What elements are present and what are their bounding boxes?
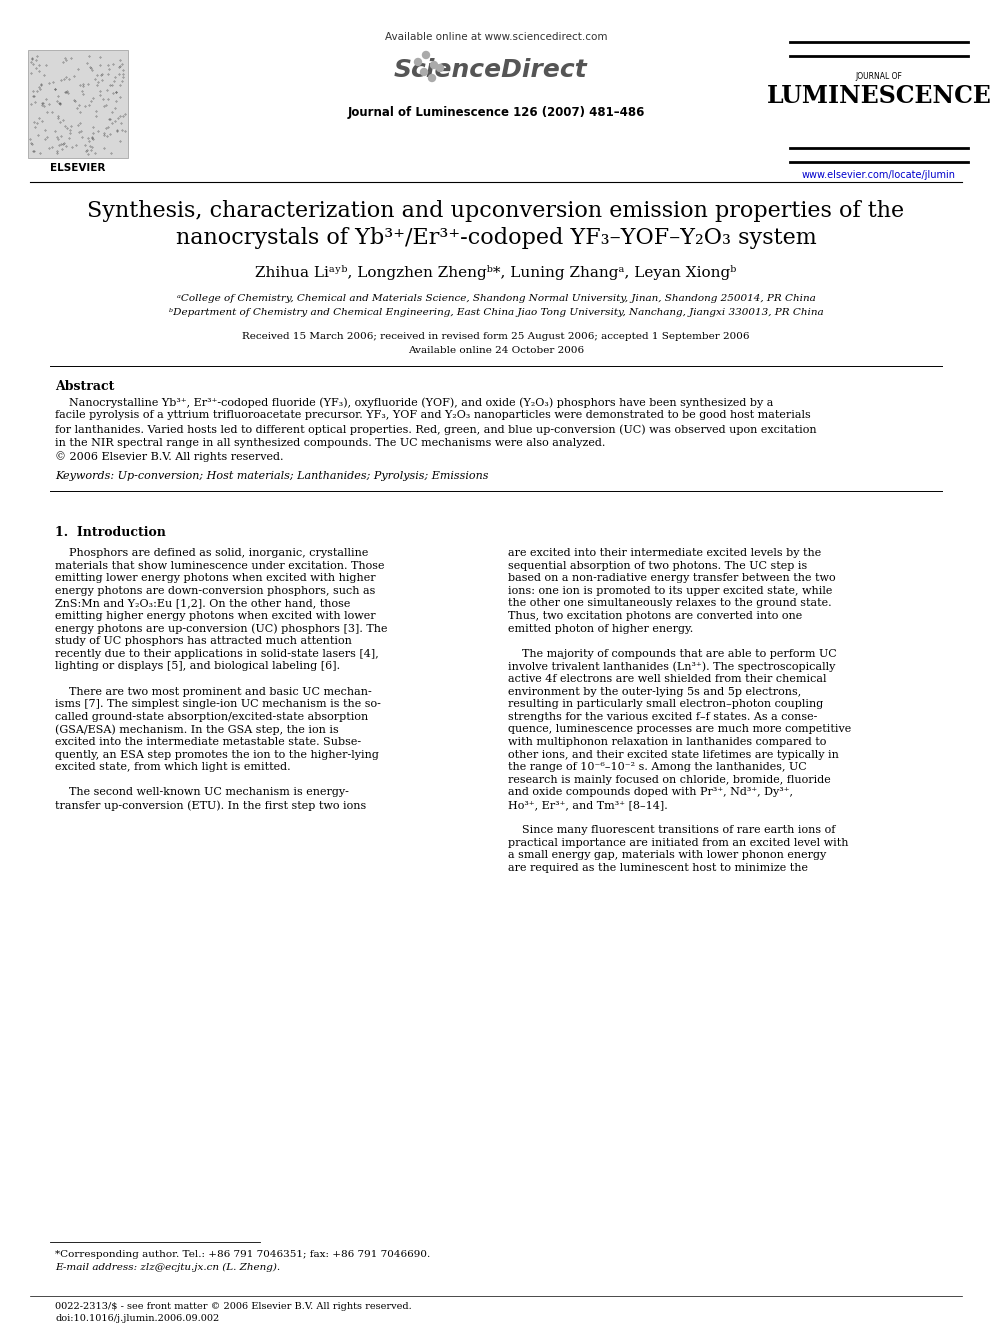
Text: active 4f electrons are well shielded from their chemical: active 4f electrons are well shielded fr… [508, 673, 826, 684]
Text: 0022-2313/$ - see front matter © 2006 Elsevier B.V. All rights reserved.: 0022-2313/$ - see front matter © 2006 El… [55, 1302, 412, 1311]
Text: study of UC phosphors has attracted much attention: study of UC phosphors has attracted much… [55, 636, 352, 646]
Circle shape [431, 61, 437, 69]
Text: © 2006 Elsevier B.V. All rights reserved.: © 2006 Elsevier B.V. All rights reserved… [55, 451, 284, 462]
Text: are excited into their intermediate excited levels by the: are excited into their intermediate exci… [508, 548, 821, 558]
Text: research is mainly focused on chloride, bromide, fluoride: research is mainly focused on chloride, … [508, 775, 830, 785]
Text: other ions, and their excited state lifetimes are typically in: other ions, and their excited state life… [508, 750, 839, 759]
Text: quently, an ESA step promotes the ion to the higher-lying: quently, an ESA step promotes the ion to… [55, 750, 379, 759]
Text: emitting higher energy photons when excited with lower: emitting higher energy photons when exci… [55, 611, 376, 620]
Text: emitted photon of higher energy.: emitted photon of higher energy. [508, 623, 693, 634]
Text: Available online at www.sciencedirect.com: Available online at www.sciencedirect.co… [385, 32, 607, 42]
Text: practical importance are initiated from an excited level with: practical importance are initiated from … [508, 837, 848, 848]
Text: energy photons are up-conversion (UC) phosphors [3]. The: energy photons are up-conversion (UC) ph… [55, 623, 388, 634]
Text: 1.  Introduction: 1. Introduction [55, 527, 166, 538]
Text: Abstract: Abstract [55, 380, 114, 393]
Text: Ho³⁺, Er³⁺, and Tm³⁺ [8–14].: Ho³⁺, Er³⁺, and Tm³⁺ [8–14]. [508, 800, 668, 810]
Text: for lanthanides. Varied hosts led to different optical properties. Red, green, a: for lanthanides. Varied hosts led to dif… [55, 423, 816, 434]
Text: materials that show luminescence under excitation. Those: materials that show luminescence under e… [55, 561, 385, 570]
Text: the range of 10⁻⁶–10⁻² s. Among the lanthanides, UC: the range of 10⁻⁶–10⁻² s. Among the lant… [508, 762, 806, 773]
Text: Keywords: Up-conversion; Host materials; Lanthanides; Pyrolysis; Emissions: Keywords: Up-conversion; Host materials;… [55, 471, 488, 482]
Text: are required as the luminescent host to minimize the: are required as the luminescent host to … [508, 863, 808, 873]
Text: Journal of Luminescence 126 (2007) 481–486: Journal of Luminescence 126 (2007) 481–4… [347, 106, 645, 119]
Circle shape [421, 69, 428, 75]
Text: involve trivalent lanthanides (Ln³⁺). The spectroscopically: involve trivalent lanthanides (Ln³⁺). Th… [508, 662, 835, 672]
Bar [28, 50, 128, 157]
Text: energy photons are down-conversion phosphors, such as: energy photons are down-conversion phosp… [55, 586, 375, 595]
Text: nanocrystals of Yb³⁺/Er³⁺-codoped YF₃–YOF–Y₂O₃ system: nanocrystals of Yb³⁺/Er³⁺-codoped YF₃–YO… [176, 228, 816, 249]
Text: Thus, two excitation photons are converted into one: Thus, two excitation photons are convert… [508, 611, 803, 620]
Circle shape [436, 65, 443, 71]
Text: sequential absorption of two photons. The UC step is: sequential absorption of two photons. Th… [508, 561, 807, 570]
Text: in the NIR spectral range in all synthesized compounds. The UC mechanisms were a: in the NIR spectral range in all synthes… [55, 438, 605, 447]
Text: transfer up-conversion (ETU). In the first step two ions: transfer up-conversion (ETU). In the fir… [55, 800, 366, 811]
Circle shape [429, 74, 435, 82]
Text: Zhihua Liᵃʸᵇ, Longzhen Zhengᵇ*, Luning Zhangᵃ, Leyan Xiongᵇ: Zhihua Liᵃʸᵇ, Longzhen Zhengᵇ*, Luning Z… [255, 265, 737, 280]
Text: Received 15 March 2006; received in revised form 25 August 2006; accepted 1 Sept: Received 15 March 2006; received in revi… [242, 332, 750, 341]
Text: Since many fluorescent transitions of rare earth ions of: Since many fluorescent transitions of ra… [508, 826, 835, 835]
Text: www.elsevier.com/locate/jlumin: www.elsevier.com/locate/jlumin [802, 169, 956, 180]
Text: lighting or displays [5], and biological labeling [6].: lighting or displays [5], and biological… [55, 662, 340, 671]
Text: doi:10.1016/j.jlumin.2006.09.002: doi:10.1016/j.jlumin.2006.09.002 [55, 1314, 219, 1323]
Circle shape [415, 58, 422, 66]
Text: *Corresponding author. Tel.: +86 791 7046351; fax: +86 791 7046690.: *Corresponding author. Tel.: +86 791 704… [55, 1250, 431, 1259]
Circle shape [423, 52, 430, 58]
Text: E-mail address: zlz@ecjtu.jx.cn (L. Zheng).: E-mail address: zlz@ecjtu.jx.cn (L. Zhen… [55, 1263, 280, 1273]
Text: based on a non-radiative energy transfer between the two: based on a non-radiative energy transfer… [508, 573, 835, 583]
Text: facile pyrolysis of a yttrium trifluoroacetate precursor. YF₃, YOF and Y₂O₃ nano: facile pyrolysis of a yttrium trifluoroa… [55, 410, 810, 421]
Text: LUMINESCENCE: LUMINESCENCE [767, 83, 991, 108]
Text: Phosphors are defined as solid, inorganic, crystalline: Phosphors are defined as solid, inorgani… [55, 548, 368, 558]
Text: with multiphonon relaxation in lanthanides compared to: with multiphonon relaxation in lanthanid… [508, 737, 826, 747]
Text: The second well-known UC mechanism is energy-: The second well-known UC mechanism is en… [55, 787, 349, 798]
Text: JOURNAL OF: JOURNAL OF [855, 71, 903, 81]
Text: called ground-state absorption/excited-state absorption: called ground-state absorption/excited-s… [55, 712, 368, 722]
Text: a small energy gap, materials with lower phonon energy: a small energy gap, materials with lower… [508, 851, 826, 860]
Text: ELSEVIER: ELSEVIER [51, 163, 106, 173]
Text: ᵃCollege of Chemistry, Chemical and Materials Science, Shandong Normal Universit: ᵃCollege of Chemistry, Chemical and Mate… [177, 294, 815, 303]
Text: isms [7]. The simplest single-ion UC mechanism is the so-: isms [7]. The simplest single-ion UC mec… [55, 699, 381, 709]
Text: excited into the intermediate metastable state. Subse-: excited into the intermediate metastable… [55, 737, 361, 747]
Text: resulting in particularly small electron–photon coupling: resulting in particularly small electron… [508, 699, 823, 709]
Text: environment by the outer-lying 5s and 5p electrons,: environment by the outer-lying 5s and 5p… [508, 687, 802, 697]
Text: (GSA/ESA) mechanism. In the GSA step, the ion is: (GSA/ESA) mechanism. In the GSA step, th… [55, 725, 338, 736]
Text: ᵇDepartment of Chemistry and Chemical Engineering, East China Jiao Tong Universi: ᵇDepartment of Chemistry and Chemical En… [169, 308, 823, 318]
Text: emitting lower energy photons when excited with higher: emitting lower energy photons when excit… [55, 573, 376, 583]
Text: Nanocrystalline Yb³⁺, Er³⁺-codoped fluoride (YF₃), oxyfluoride (YOF), and oxide : Nanocrystalline Yb³⁺, Er³⁺-codoped fluor… [55, 397, 774, 407]
Text: strengths for the various excited f–f states. As a conse-: strengths for the various excited f–f st… [508, 712, 817, 722]
Text: recently due to their applications in solid-state lasers [4],: recently due to their applications in so… [55, 648, 379, 659]
Text: Synthesis, characterization and upconversion emission properties of the: Synthesis, characterization and upconver… [87, 200, 905, 222]
Text: ScienceDirect: ScienceDirect [393, 58, 587, 82]
Text: quence, luminescence processes are much more competitive: quence, luminescence processes are much … [508, 725, 851, 734]
Text: There are two most prominent and basic UC mechan-: There are two most prominent and basic U… [55, 687, 372, 697]
Text: The majority of compounds that are able to perform UC: The majority of compounds that are able … [508, 648, 836, 659]
Text: ions: one ion is promoted to its upper excited state, while: ions: one ion is promoted to its upper e… [508, 586, 832, 595]
Text: the other one simultaneously relaxes to the ground state.: the other one simultaneously relaxes to … [508, 598, 831, 609]
Text: excited state, from which light is emitted.: excited state, from which light is emitt… [55, 762, 291, 773]
Text: Available online 24 October 2006: Available online 24 October 2006 [408, 347, 584, 355]
Text: and oxide compounds doped with Pr³⁺, Nd³⁺, Dy³⁺,: and oxide compounds doped with Pr³⁺, Nd³… [508, 787, 793, 798]
Text: ZnS:Mn and Y₂O₃:Eu [1,2]. On the other hand, those: ZnS:Mn and Y₂O₃:Eu [1,2]. On the other h… [55, 598, 350, 609]
